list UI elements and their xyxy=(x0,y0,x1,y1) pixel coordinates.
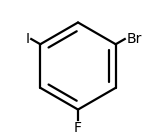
Text: I: I xyxy=(26,32,30,46)
Text: F: F xyxy=(74,121,82,136)
Text: Br: Br xyxy=(126,32,142,46)
